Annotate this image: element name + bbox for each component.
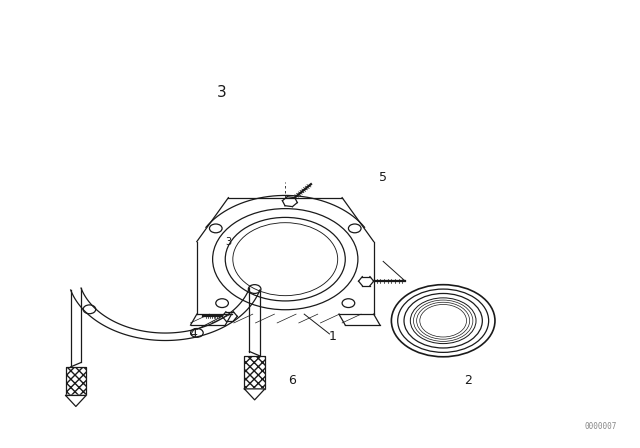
Text: 0000007: 0000007 bbox=[584, 422, 617, 431]
Text: 2: 2 bbox=[465, 374, 472, 387]
FancyBboxPatch shape bbox=[66, 367, 86, 396]
Text: 1: 1 bbox=[329, 331, 337, 344]
Text: 3: 3 bbox=[225, 237, 232, 246]
Polygon shape bbox=[66, 396, 86, 406]
Polygon shape bbox=[244, 389, 265, 400]
FancyBboxPatch shape bbox=[244, 356, 265, 389]
Text: 5: 5 bbox=[379, 171, 387, 184]
Text: 3: 3 bbox=[217, 85, 227, 99]
Text: 6: 6 bbox=[287, 374, 296, 387]
Text: 4: 4 bbox=[189, 327, 198, 340]
